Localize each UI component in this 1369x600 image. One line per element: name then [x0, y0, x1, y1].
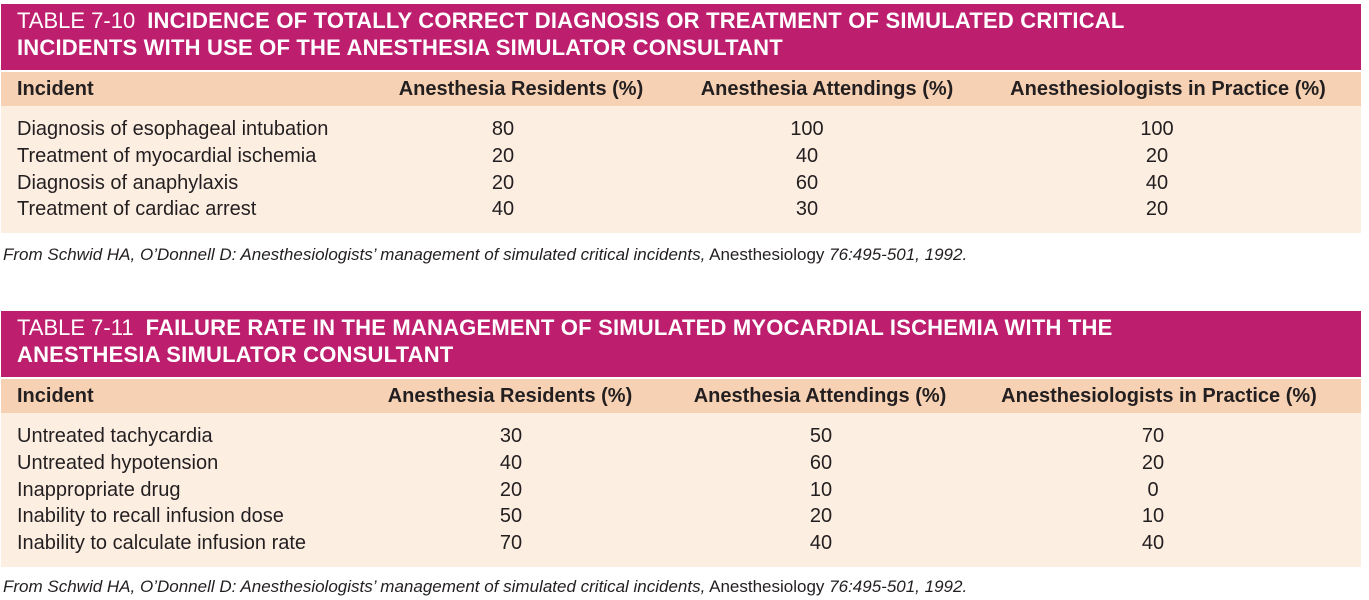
practice-cell: 10 [1141, 505, 1165, 528]
table-row: Diagnosis of esophageal intubation 80 10… [1, 116, 1361, 143]
residents-cell: 40 [499, 451, 523, 474]
table-row: Inappropriate drug 20 10 0 [1, 477, 1361, 504]
table-header-row: Incident Anesthesia Residents (%) Anesth… [1, 70, 1361, 106]
practice-cell: 100 [1140, 118, 1174, 140]
attendings-cell: 50 [809, 425, 833, 447]
practice-cell: 70 [1141, 425, 1165, 447]
residents-cell: 70 [499, 532, 523, 555]
residents-cell: 20 [491, 171, 515, 194]
table-title-line-2: INCIDENTS WITH USE OF THE ANESTHESIA SIM… [17, 35, 783, 60]
incident-cell: Inappropriate drug [17, 478, 181, 501]
source-authors-title: From Schwid HA, O’Donnell D: Anesthesiol… [3, 577, 706, 596]
attendings-cell: 60 [795, 171, 819, 194]
residents-cell: 30 [499, 425, 523, 447]
practice-cell: 20 [1141, 451, 1165, 474]
column-header-attendings: Anesthesia Attendings (%) [693, 385, 947, 407]
table-7-10: TABLE 7-10 INCIDENCE OF TOTALLY CORRECT D… [1, 4, 1361, 234]
practice-cell: 0 [1147, 478, 1159, 501]
attendings-cell: 10 [809, 478, 833, 501]
table-row: Untreated hypotension 40 60 20 [1, 450, 1361, 477]
table-body: Untreated tachycardia 30 50 70 Untreated… [1, 413, 1361, 567]
practice-cell: 40 [1145, 171, 1169, 194]
residents-cell: 20 [491, 144, 515, 167]
table-source-note: From Schwid HA, O’Donnell D: Anesthesiol… [3, 245, 967, 265]
source-journal: Anesthesiology [705, 577, 830, 596]
practice-cell: 20 [1145, 144, 1169, 167]
table-number: TABLE 7-10 [17, 8, 136, 33]
column-header-attendings: Anesthesia Attendings (%) [700, 78, 954, 100]
attendings-cell: 40 [795, 144, 819, 167]
table-row: Inability to recall infusion dose 50 20 … [1, 503, 1361, 530]
attendings-cell: 100 [790, 118, 824, 140]
table-body: Diagnosis of esophageal intubation 80 10… [1, 106, 1361, 234]
table-number: TABLE 7-11 [17, 315, 134, 340]
table-title-line-2: ANESTHESIA SIMULATOR CONSULTANT [17, 342, 454, 367]
residents-cell: 20 [499, 478, 523, 501]
table-row: Treatment of cardiac arrest 40 30 20 [1, 196, 1361, 223]
column-header-residents: Anesthesia Residents (%) [387, 385, 633, 407]
attendings-cell: 40 [809, 532, 833, 555]
column-header-incident: Incident [17, 385, 94, 407]
incident-cell: Treatment of myocardial ischemia [17, 144, 317, 167]
table-source-note: From Schwid HA, O’Donnell D: Anesthesiol… [3, 577, 967, 597]
source-authors-title: From Schwid HA, O’Donnell D: Anesthesiol… [3, 245, 706, 264]
practice-cell: 40 [1141, 532, 1165, 555]
column-header-residents: Anesthesia Residents (%) [398, 78, 644, 100]
column-header-practice: Anesthesiologists in Practice (%) [1001, 385, 1317, 407]
table-row: Inability to calculate infusion rate 70 … [1, 530, 1361, 557]
residents-cell: 40 [491, 198, 515, 221]
table-7-11: TABLE 7-11 FAILURE RATE IN THE MANAGEMENT… [1, 311, 1361, 567]
table-row: Untreated tachycardia 30 50 70 [1, 423, 1361, 450]
attendings-cell: 20 [809, 505, 833, 528]
incident-cell: Untreated hypotension [17, 451, 219, 474]
residents-cell: 80 [491, 118, 515, 140]
incident-cell: Untreated tachycardia [17, 425, 213, 447]
incident-cell: Inability to calculate infusion rate [17, 532, 307, 555]
attendings-cell: 60 [809, 451, 833, 474]
table-title-bar: TABLE 7-10 INCIDENCE OF TOTALLY CORRECT D… [1, 4, 1361, 70]
source-citation: 76:495-501, 1992. [829, 245, 968, 264]
table-title-line-1: FAILURE RATE IN THE MANAGEMENT OF SIMULA… [145, 315, 1113, 340]
incident-cell: Inability to recall infusion dose [17, 505, 284, 528]
table-title-bar: TABLE 7-11 FAILURE RATE IN THE MANAGEMENT… [1, 311, 1361, 377]
practice-cell: 20 [1145, 198, 1169, 221]
incident-cell: Treatment of cardiac arrest [17, 198, 257, 221]
attendings-cell: 30 [795, 198, 819, 221]
table-title-line-1: INCIDENCE OF TOTALLY CORRECT DIAGNOSIS O… [147, 8, 1125, 33]
residents-cell: 50 [499, 505, 523, 528]
incident-cell: Diagnosis of anaphylaxis [17, 171, 239, 194]
table-row: Diagnosis of anaphylaxis 20 60 40 [1, 170, 1361, 197]
table-row: Treatment of myocardial ischemia 20 40 2… [1, 143, 1361, 170]
incident-cell: Diagnosis of esophageal intubation [17, 118, 329, 140]
column-header-practice: Anesthesiologists in Practice (%) [1010, 78, 1326, 100]
source-citation: 76:495-501, 1992. [829, 577, 968, 596]
table-header-row: Incident Anesthesia Residents (%) Anesth… [1, 377, 1361, 413]
source-journal: Anesthesiology [705, 245, 830, 264]
column-header-incident: Incident [17, 78, 94, 100]
